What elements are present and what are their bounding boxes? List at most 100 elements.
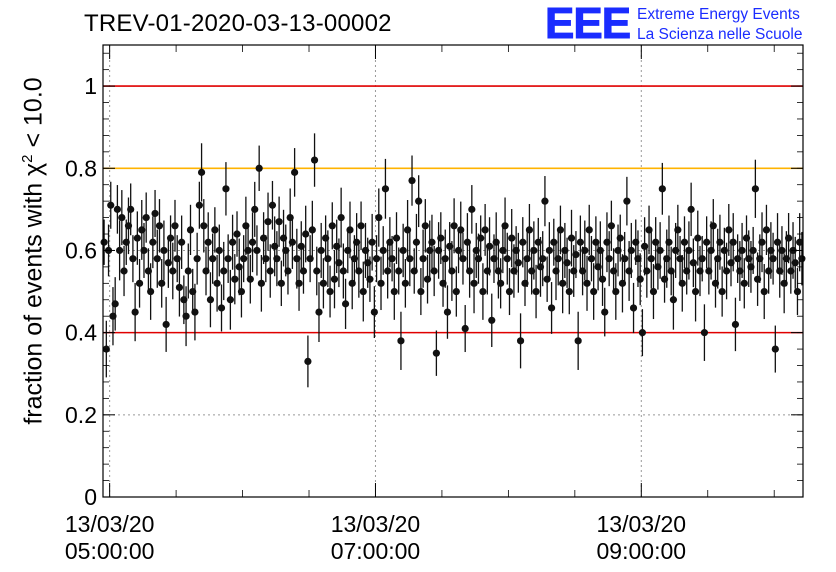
data-point [563, 259, 571, 267]
data-point [211, 226, 219, 234]
data-point [523, 255, 531, 263]
data-point [559, 279, 567, 287]
plot-frame [102, 44, 804, 498]
data-point [304, 357, 312, 365]
data-point [468, 205, 476, 213]
eee-logo-mark: EEE [544, 0, 631, 48]
data-point [514, 259, 522, 267]
data-point [428, 238, 436, 246]
data-point [581, 246, 589, 255]
data-point [590, 287, 598, 296]
data-point [532, 287, 540, 296]
data-point [392, 234, 401, 242]
data-point [691, 287, 700, 296]
data-point [368, 238, 376, 246]
data-point [669, 296, 678, 304]
data-point [310, 156, 319, 164]
data-point [539, 255, 547, 263]
data-point [335, 259, 343, 267]
reference-lines [103, 85, 803, 334]
data-point [541, 197, 549, 205]
data-point [762, 226, 771, 234]
data-point [530, 246, 538, 255]
data-point [749, 246, 757, 255]
data-point [297, 242, 305, 250]
data-point [773, 238, 782, 246]
y-axis-label-prefix: fraction of events with χ [19, 162, 48, 425]
data-point [127, 205, 135, 213]
data-point [658, 185, 666, 193]
data-point [162, 320, 170, 329]
data-point [731, 320, 740, 329]
data-point [379, 246, 387, 255]
y-axis-label-suffix: < 10.0 [19, 77, 48, 155]
data-point [197, 168, 206, 176]
data-point [100, 238, 108, 246]
data-point [182, 312, 190, 320]
data-point [248, 238, 257, 246]
data-point [694, 234, 702, 242]
data-point [722, 267, 731, 275]
data-point [729, 238, 737, 246]
data-point [118, 213, 126, 222]
data-point [277, 279, 285, 287]
data-point [222, 185, 230, 193]
data-point [678, 279, 686, 287]
data-point [441, 255, 449, 263]
data-point [129, 255, 137, 263]
data-point [171, 222, 179, 230]
data-point [740, 279, 748, 287]
data-point [142, 213, 150, 222]
data-point [685, 246, 693, 255]
data-point [760, 287, 768, 296]
data-point [629, 304, 638, 312]
chart-title: TREV-01-2020-03-13-00002 [84, 10, 392, 37]
data-point [412, 238, 421, 246]
data-point [497, 279, 505, 287]
data-point [228, 238, 237, 246]
data-point [401, 279, 409, 287]
tick-labels: 00.20.40.60.8113/03/2005:00:0013/03/2007… [65, 73, 686, 564]
data-point [421, 222, 429, 230]
data-point [113, 205, 121, 213]
data-point [718, 287, 726, 296]
y-tick-label: 0.2 [65, 402, 97, 428]
data-point [151, 209, 159, 218]
data-point [116, 246, 124, 255]
data-point [191, 308, 199, 316]
x-tick-time-label: 05:00:00 [65, 538, 155, 564]
data-point [372, 255, 381, 263]
data-point [647, 255, 655, 263]
data-point [725, 226, 733, 234]
data-point [623, 197, 631, 205]
data-point [607, 222, 615, 230]
data-point [430, 267, 438, 275]
data-point [209, 255, 217, 263]
data-point [785, 234, 793, 242]
data-point [339, 267, 347, 275]
data-point [357, 222, 365, 230]
data-point [149, 238, 157, 246]
data-point [251, 205, 259, 213]
data-point [556, 226, 565, 234]
data-point [612, 287, 620, 296]
data-point [299, 267, 308, 275]
data-point [627, 246, 635, 255]
data-point [233, 230, 241, 238]
data-point [574, 337, 582, 345]
data-point [175, 283, 184, 292]
x-tick-time-label: 09:00:00 [597, 538, 687, 564]
data-point [519, 238, 527, 246]
data-point [169, 267, 177, 275]
data-point [397, 337, 405, 345]
data-point [605, 255, 613, 263]
data-point [313, 267, 321, 275]
data-point [184, 267, 192, 275]
data-point [554, 255, 562, 263]
data-point [375, 213, 383, 222]
data-point [204, 238, 212, 246]
data-point [621, 255, 629, 263]
data-point [709, 222, 717, 230]
y-tick-label: 0.6 [65, 237, 97, 263]
